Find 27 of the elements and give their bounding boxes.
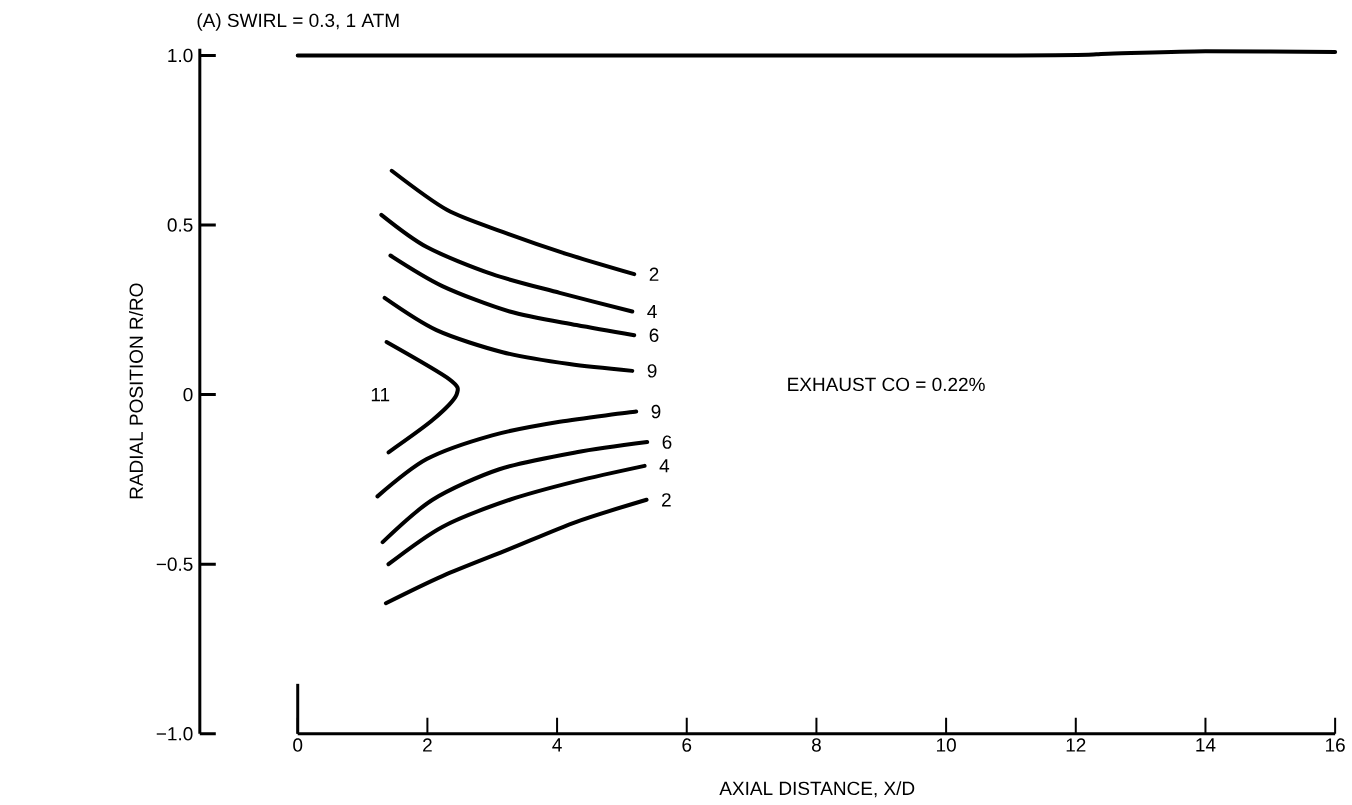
text: 11 [371, 387, 390, 402]
x-tick-label: 2 [423, 738, 432, 752]
y-tick-label: 0 [183, 387, 193, 402]
x-tick-label: 16 [1326, 738, 1345, 752]
series-label: 9 [647, 364, 657, 378]
x-tick-label: 4 [552, 738, 562, 752]
series-label: 4 [647, 304, 657, 318]
series-label: 4 [659, 459, 670, 473]
x-tick-label: 0 [293, 738, 303, 752]
series-label: 6 [662, 435, 672, 449]
x-tick-label: 10 [936, 738, 956, 752]
y-tick-label: 1.0 [168, 48, 193, 63]
series-label: 9 [651, 404, 661, 419]
x-tick-label: 6 [682, 738, 692, 752]
series-label: 2 [649, 267, 659, 281]
y-tick-label: 0.5 [167, 218, 193, 232]
x-tick-label: 14 [1196, 738, 1216, 752]
x-tick-label: 8 [811, 738, 821, 752]
annotation: EXHAUST CO = 0.22% [788, 377, 985, 391]
series-label: 2 [662, 493, 671, 507]
series-label: 6 [649, 328, 659, 342]
x-axis-title: AXIAL DISTANCE, X/D [719, 781, 915, 798]
x-tick-label: 12 [1066, 738, 1086, 752]
y-tick-label: −0.5 [156, 557, 193, 571]
y-tick-label: −1.0 [156, 726, 193, 741]
chart-title: (A) SWIRL = 0.3, 1 ATM [197, 13, 399, 31]
y-axis-title: RADIAL POSITION R/RO [129, 283, 143, 499]
